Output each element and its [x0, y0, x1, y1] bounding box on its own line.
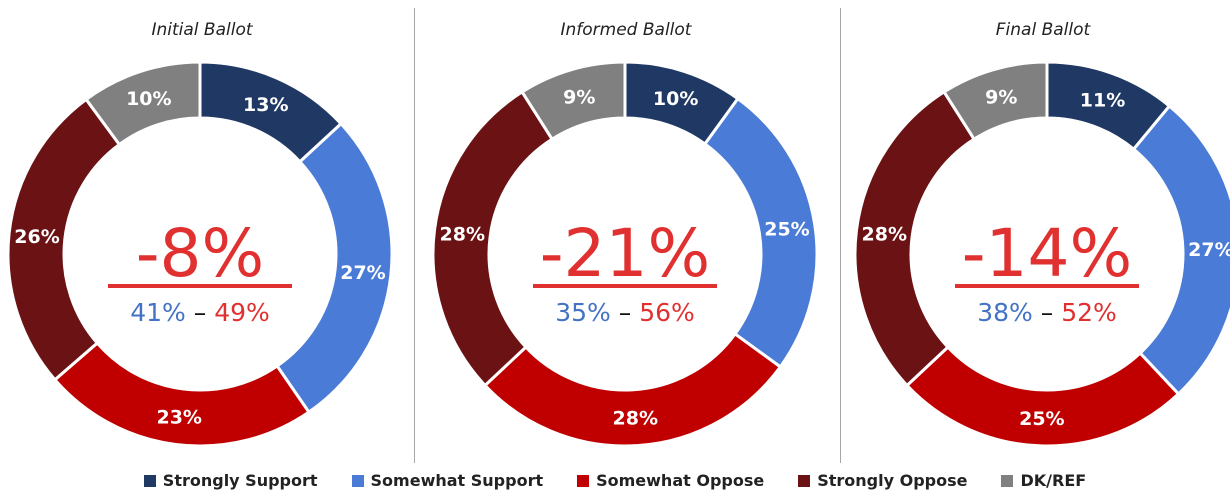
- slice-label: 26%: [14, 226, 59, 248]
- net-underline: [955, 284, 1139, 288]
- donut-slice-somewhat-support: [275, 121, 394, 415]
- oppose-total: 52%: [1061, 298, 1117, 327]
- donut-slice-dk-ref: [520, 60, 627, 142]
- slice-label: 10%: [126, 88, 171, 110]
- slice-label: 10%: [653, 88, 698, 110]
- slice-label: 25%: [1019, 408, 1064, 430]
- legend-swatch: [577, 474, 590, 487]
- slice-label: 23%: [156, 407, 201, 429]
- support-total: 35%: [555, 298, 611, 327]
- panel-title-final: Final Ballot: [995, 20, 1091, 40]
- slice-label: 27%: [1188, 239, 1230, 261]
- donut-slice-somewhat-oppose: [904, 344, 1181, 448]
- legend-label: Somewhat Support: [370, 471, 544, 490]
- slice-label: 9%: [985, 87, 1017, 109]
- support-total: 41%: [130, 298, 186, 327]
- legend-item-strongly-oppose: Strongly Oppose: [798, 471, 967, 490]
- net-margin: -8%: [136, 215, 265, 292]
- legend-swatch: [143, 474, 156, 487]
- support-oppose-totals: 41% – 49%: [130, 298, 270, 327]
- legend-label: Strongly Oppose: [817, 471, 968, 490]
- slice-label: 13%: [243, 94, 288, 116]
- legend-item-somewhat-oppose: Somewhat Oppose: [577, 471, 764, 490]
- donut-slice-somewhat-oppose: [52, 340, 311, 448]
- oppose-total: 56%: [639, 298, 695, 327]
- panel-title-initial: Initial Ballot: [151, 20, 253, 40]
- totals-dash: –: [186, 298, 214, 327]
- slice-label: 28%: [862, 223, 907, 245]
- legend-item-somewhat-support: Somewhat Support: [351, 471, 544, 490]
- slice-label: 27%: [340, 262, 385, 284]
- slice-label: 11%: [1080, 90, 1125, 112]
- legend-swatch: [798, 474, 811, 487]
- donut-slice-strongly-oppose: [853, 89, 977, 388]
- oppose-total: 49%: [214, 298, 270, 327]
- net-underline: [108, 284, 292, 288]
- legend-swatch: [1001, 474, 1014, 487]
- legend-swatch: [351, 474, 364, 487]
- slice-label: 28%: [440, 223, 485, 245]
- panel-divider: [840, 8, 841, 463]
- net-underline: [533, 284, 717, 288]
- donut-slice-strongly-oppose: [431, 89, 555, 388]
- support-oppose-totals: 35% – 56%: [555, 298, 695, 327]
- legend-label: DK/REF: [1020, 471, 1087, 490]
- legend: Strongly Support Somewhat Support Somewhat…: [0, 471, 1230, 490]
- support-oppose-totals: 38% – 52%: [977, 298, 1117, 327]
- donut-slice-somewhat-support: [702, 96, 819, 369]
- legend-item-dk-ref: DK/REF: [1001, 471, 1086, 490]
- legend-label: Strongly Support: [162, 471, 318, 490]
- totals-dash: –: [611, 298, 639, 327]
- donut-slice-dk-ref: [84, 60, 202, 147]
- legend-item-strongly-support: Strongly Support: [143, 471, 318, 490]
- donut-slice-somewhat-support: [1131, 103, 1230, 397]
- net-margin: -14%: [962, 215, 1133, 292]
- totals-dash: –: [1033, 298, 1061, 327]
- slice-label: 28%: [613, 408, 658, 430]
- donut-slice-dk-ref: [942, 60, 1049, 142]
- legend-label: Somewhat Oppose: [596, 471, 765, 490]
- donut-slice-somewhat-oppose: [482, 331, 783, 448]
- panel-title-informed: Informed Ballot: [560, 20, 692, 40]
- panel-divider: [414, 8, 415, 463]
- slice-label: 9%: [563, 87, 595, 109]
- support-total: 38%: [977, 298, 1033, 327]
- net-margin: -21%: [540, 215, 711, 292]
- slice-label: 25%: [764, 218, 809, 240]
